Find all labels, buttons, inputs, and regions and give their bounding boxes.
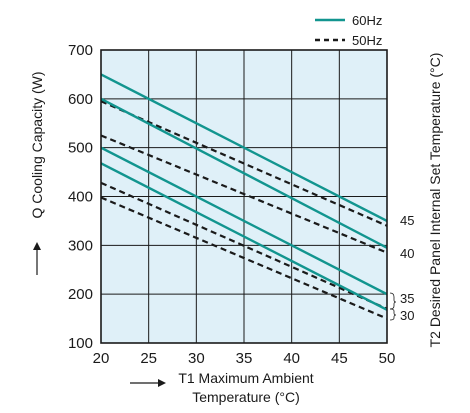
ylabel-arrow-head [33, 242, 41, 250]
legend: 60Hz 50Hz [315, 13, 382, 48]
t2-bracket-35 [389, 292, 397, 310]
x-tick-25: 25 [140, 350, 157, 367]
x-tick-20: 20 [93, 350, 110, 367]
xlabel-line1: T1 Maximum Ambient [178, 370, 313, 386]
legend-label-50hz: 50Hz [352, 33, 382, 48]
y-tick-labels: 100 200 300 400 500 600 700 [68, 42, 93, 352]
y-tick-200: 200 [68, 286, 93, 303]
y-tick-500: 500 [68, 140, 93, 157]
y-axis-label: Q Cooling Capacity (W) [29, 71, 45, 275]
series-line-40-60hz [100, 97, 388, 249]
x-tick-40: 40 [283, 350, 300, 367]
x-axis-label: T1 Maximum Ambient Temperature (°C) [130, 370, 314, 405]
ylabel-text: Q Cooling Capacity (W) [29, 71, 45, 218]
series-lines [100, 73, 388, 320]
t2-label-45: 45 [400, 213, 414, 228]
series-line-45-50hz [100, 100, 388, 227]
series-line-35-50hz [100, 181, 388, 310]
series-line-45-60hz [100, 73, 388, 222]
xlabel-line2: Temperature (°C) [192, 389, 300, 405]
t2-label-40: 40 [400, 246, 414, 261]
y-tick-100: 100 [68, 335, 93, 352]
y-tick-600: 600 [68, 91, 93, 108]
y2label-text: T2 Desired Panel Internal Set Temperatur… [427, 53, 443, 348]
x-tick-35: 35 [236, 350, 253, 367]
x-tick-labels: 20 25 30 35 40 45 50 [93, 350, 396, 367]
y-tick-700: 700 [68, 42, 93, 59]
legend-label-60hz: 60Hz [352, 13, 382, 28]
t2-labels: 45 40 35 30 [389, 213, 414, 323]
series-line-30-60hz [100, 162, 388, 311]
y-tick-400: 400 [68, 189, 93, 206]
series-line-40-50hz [100, 134, 388, 254]
series-line-30-50hz [100, 196, 388, 320]
y-tick-300: 300 [68, 237, 93, 254]
series-line-35-60hz [100, 146, 388, 296]
t2-label-30: 30 [400, 308, 414, 323]
x-tick-50: 50 [379, 350, 396, 367]
xlabel-arrow-head [158, 379, 166, 387]
plot-frame [100, 49, 388, 344]
x-tick-30: 30 [188, 350, 205, 367]
t2-label-35: 35 [400, 291, 414, 306]
t2-bracket-30 [389, 308, 397, 321]
x-tick-45: 45 [331, 350, 348, 367]
